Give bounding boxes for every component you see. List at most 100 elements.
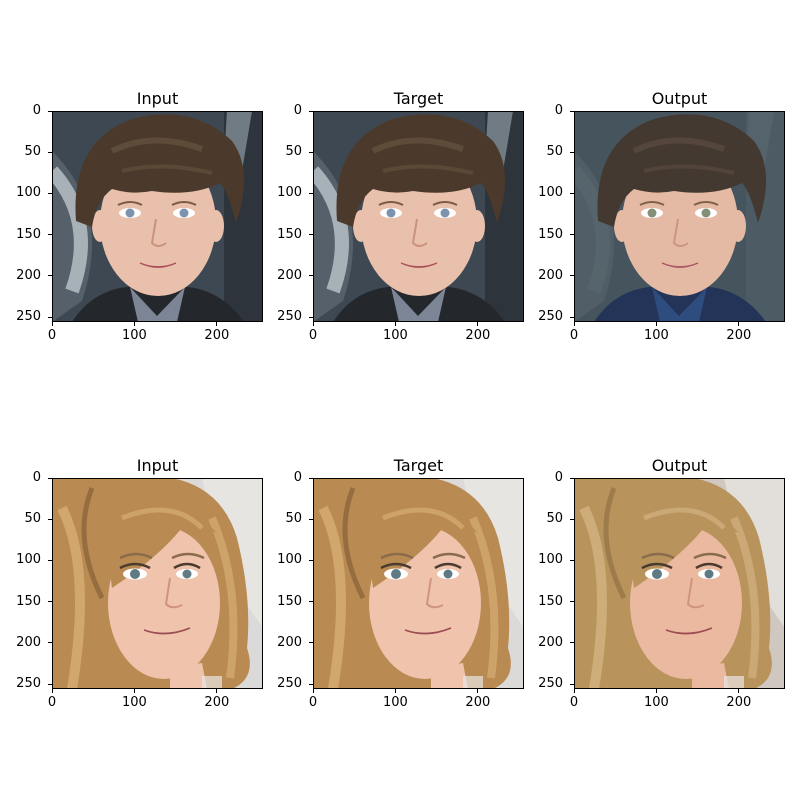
boy-input-panel: Input 0 50 100 150 200 250 0 100 200 — [16, 89, 263, 343]
x-tick-mark — [655, 689, 657, 693]
y-tick: 0 — [514, 471, 574, 485]
y-tick-label: 100 — [16, 552, 41, 568]
y-tick-mark — [48, 192, 52, 194]
y-tick-mark — [48, 151, 52, 153]
y-tick: 150 — [0, 227, 52, 242]
x-tick-label: 200 — [465, 695, 491, 710]
y-tick-mark — [309, 559, 313, 561]
y-tick-label: 200 — [277, 267, 302, 283]
y-tick: 150 — [253, 227, 313, 242]
y-tick-mark — [570, 477, 574, 479]
x-tick-label: 100 — [122, 695, 147, 710]
x-tick: 100 — [114, 689, 154, 710]
panel-title: Output — [651, 89, 708, 108]
y-tick-mark — [309, 316, 313, 318]
boy-portrait-image — [52, 111, 263, 322]
y-tick-label: 100 — [277, 185, 302, 201]
y-tick-mark — [309, 151, 313, 153]
y-tick-label: 200 — [277, 634, 302, 650]
y-tick-label: 0 — [32, 103, 41, 118]
y-tick-label: 0 — [293, 103, 302, 118]
y-tick-mark — [570, 275, 574, 277]
y-tick-mark — [48, 234, 52, 236]
y-tick-label: 50 — [24, 511, 41, 527]
x-tick-mark — [738, 689, 740, 693]
y-tick-mark — [48, 477, 52, 479]
y-tick: 250 — [0, 310, 52, 324]
x-tick: 200 — [197, 689, 237, 710]
panel-title: Target — [393, 89, 444, 108]
x-tick: 200 — [458, 322, 498, 343]
y-tick-label: 150 — [538, 226, 563, 242]
y-tick-mark — [48, 110, 52, 112]
woman-portrait-image — [52, 478, 263, 689]
boy-portrait-image — [313, 111, 524, 322]
x-tick: 0 — [32, 689, 72, 710]
y-tick: 100 — [253, 553, 313, 567]
y-tick-label: 150 — [538, 593, 563, 609]
y-tick-mark — [570, 234, 574, 236]
woman-input-panel: Input 0 50 100 150 200 250 0 100 200 — [16, 456, 263, 710]
y-tick: 200 — [0, 268, 52, 283]
panel-title: Input — [136, 89, 179, 108]
y-tick-label: 50 — [546, 144, 563, 160]
y-tick: 150 — [514, 226, 574, 242]
woman-portrait-image — [574, 478, 785, 689]
woman-output-panel: Output 0 50 100 150 200 250 0 100 200 — [538, 456, 785, 710]
x-tick-mark — [738, 322, 740, 326]
y-tick: 50 — [253, 512, 313, 526]
y-tick-label: 250 — [538, 676, 563, 692]
y-tick-label: 200 — [538, 267, 563, 283]
y-tick-mark — [309, 110, 313, 112]
y-tick-mark — [570, 559, 574, 561]
y-tick-label: 100 — [277, 552, 302, 568]
x-tick-mark — [51, 689, 53, 693]
panel-title: Target — [393, 456, 444, 475]
y-tick-mark — [48, 559, 52, 561]
x-tick-mark — [51, 322, 53, 326]
x-tick: 200 — [719, 689, 759, 710]
x-tick: 200 — [719, 322, 759, 343]
x-tick-label: 100 — [383, 695, 408, 710]
y-tick-label: 250 — [538, 309, 563, 325]
x-tick: 100 — [375, 322, 415, 343]
y-tick: 200 — [253, 634, 313, 650]
y-tick-mark — [570, 601, 574, 603]
y-tick: 0 — [514, 104, 574, 118]
y-tick-mark — [309, 518, 313, 520]
x-tick-mark — [216, 689, 218, 693]
x-tick-label: 0 — [308, 695, 318, 710]
x-tick: 200 — [197, 322, 237, 343]
x-tick-label: 0 — [47, 328, 57, 343]
x-tick-mark — [394, 322, 396, 326]
boy-portrait-image — [574, 111, 785, 322]
boy-target-panel: Target 0 50 100 150 200 250 0 100 200 — [277, 89, 524, 343]
woman-target-panel: Target 0 50 100 150 200 250 0 100 200 — [277, 456, 524, 710]
y-tick: 200 — [0, 635, 52, 650]
x-tick: 0 — [293, 322, 333, 343]
x-tick-mark — [655, 322, 657, 326]
panel-title: Input — [136, 456, 179, 475]
y-tick-mark — [570, 151, 574, 153]
y-tick-label: 0 — [554, 103, 563, 118]
y-tick-label: 150 — [16, 593, 41, 609]
y-tick: 50 — [0, 512, 52, 526]
y-tick-label: 50 — [285, 144, 302, 160]
y-tick-label: 250 — [16, 309, 41, 325]
y-tick-label: 0 — [293, 470, 302, 485]
x-tick-label: 200 — [726, 328, 752, 343]
y-tick-mark — [48, 275, 52, 277]
y-tick-label: 0 — [32, 470, 41, 485]
x-tick: 100 — [636, 322, 676, 343]
x-tick: 100 — [375, 689, 415, 710]
y-tick: 100 — [514, 186, 574, 200]
y-tick: 100 — [0, 553, 52, 567]
y-tick: 150 — [253, 594, 313, 609]
y-tick-label: 100 — [16, 185, 41, 201]
x-tick: 0 — [554, 322, 594, 343]
y-tick-label: 50 — [24, 144, 41, 160]
y-tick-mark — [570, 110, 574, 112]
y-tick-mark — [570, 683, 574, 685]
y-tick-label: 250 — [16, 676, 41, 692]
y-tick-mark — [309, 234, 313, 236]
